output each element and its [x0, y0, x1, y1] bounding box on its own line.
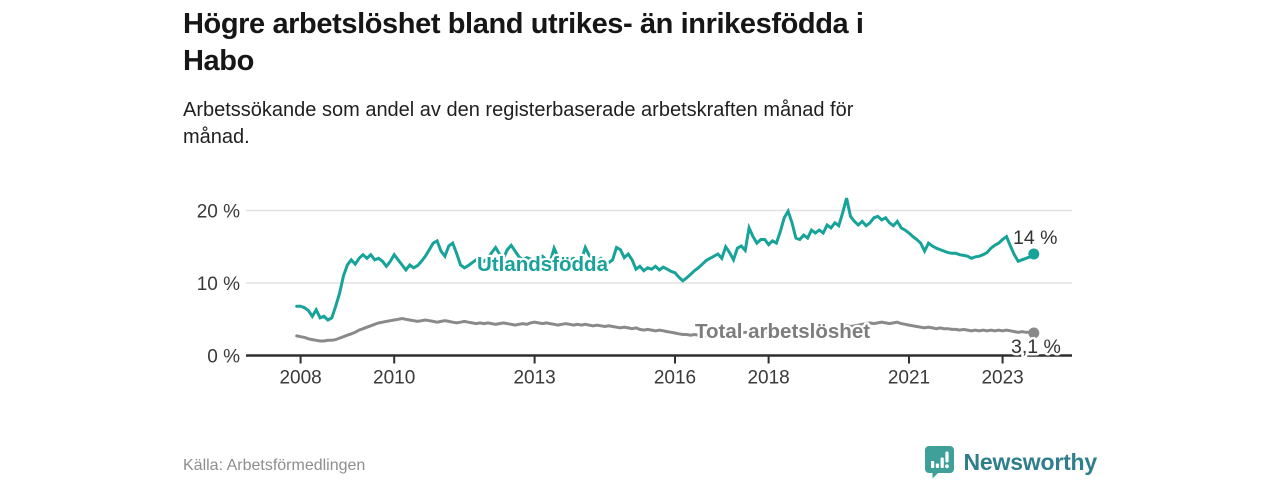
x-tick-label-2021: 2021 [888, 368, 930, 389]
end-label-utlandsf-dda: 14 % [1013, 227, 1057, 249]
end-dot-utlandsf-dda [1028, 248, 1040, 260]
newsworthy-logo-text: Newsworthy [963, 448, 1098, 475]
end-dot-total-arbetsl-shet [1028, 327, 1040, 339]
x-tick-label-2016: 2016 [654, 368, 696, 389]
subtitle-line-2: månad. [183, 126, 250, 148]
series-label-total-arbetsl-shet: Total arbetslöshet [695, 320, 870, 343]
chart-area: 0 % 10 % 20 % 2008 2010 2013 2016 2018 2021 2023 U… [180, 188, 1100, 406]
y-tick-label-0: 0 % [207, 347, 240, 368]
x-tick-label-2008: 2008 [279, 368, 321, 389]
series-line-utlandsf-dda [295, 197, 1036, 322]
newsworthy-logo: Newsworthy [924, 445, 1097, 479]
page-title: Högre arbetslöshet bland utrikes- än inr… [183, 6, 1123, 80]
y-tick-label-10: 10 % [197, 274, 240, 295]
x-tick-label-2018: 2018 [747, 368, 789, 389]
series-label-utlandsf-dda: Utlandsfödda [477, 253, 609, 276]
x-tick-label-2013: 2013 [513, 368, 555, 389]
source-note: Källa: Arbetsförmedlingen [183, 457, 366, 474]
line-chart: 0 % 10 % 20 % 2008 2010 2013 2016 2018 2021 2023 U… [197, 197, 1072, 389]
subtitle-line-1: Arbetssökande som andel av den registerb… [183, 99, 854, 121]
x-tick-label-2010: 2010 [373, 368, 415, 389]
y-tick-label-20: 20 % [197, 202, 240, 223]
newsworthy-logo-icon [924, 446, 954, 479]
title-line-1: Högre arbetslöshet bland utrikes- än inr… [183, 8, 864, 40]
chart-subtitle: Arbetssökande som andel av den registerb… [183, 97, 1063, 151]
series-line-total-arbetsl-shet [295, 316, 1036, 343]
title-line-2: Habo [183, 45, 254, 77]
end-label-total-arbetsl-shet: 3,1 % [1011, 336, 1061, 358]
x-tick-label-2023: 2023 [981, 368, 1023, 389]
